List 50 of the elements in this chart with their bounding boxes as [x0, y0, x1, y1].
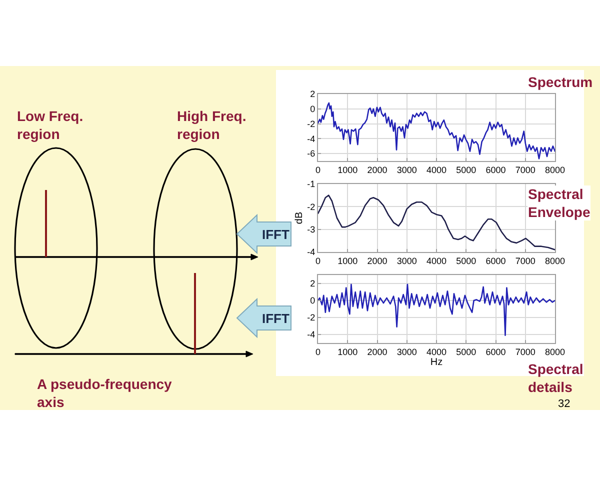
x-tick-label: 3000	[396, 256, 417, 266]
y-tick-label: -1	[307, 179, 316, 190]
y-axis-title: dB	[294, 212, 306, 224]
y-tick-label: -4	[307, 134, 316, 144]
text: IFFT	[262, 311, 290, 326]
x-tick-label: 1000	[338, 346, 358, 357]
x-tick-label: 6000	[486, 256, 506, 266]
y-tick-label: 2	[310, 278, 316, 289]
x-tick-label: 8000	[544, 256, 566, 266]
text: IFFT	[262, 227, 290, 242]
x-tick-label: 2000	[367, 346, 388, 357]
text: Low Freq. region	[17, 108, 84, 142]
line-series	[318, 284, 555, 336]
text: Spectral Envelope	[528, 186, 590, 220]
x-tick-label: 5000	[456, 164, 476, 175]
y-tick-label: 2	[310, 89, 316, 100]
y-tick-label: -6	[307, 148, 316, 159]
text: 32	[558, 398, 570, 410]
x-tick-label: 4000	[426, 346, 447, 357]
x-tick-label: 3000	[396, 164, 417, 175]
x-tick-label: 8000	[544, 164, 566, 175]
x-tick-label: 1000	[338, 256, 358, 266]
x-tick-label: 5000	[456, 256, 476, 266]
x-tick-label: 6000	[486, 346, 506, 357]
y-tick-label: -3	[307, 224, 316, 234]
x-tick-label: 2000	[367, 256, 388, 266]
x-tick-label: 2000	[367, 164, 388, 175]
x-tick-label: 7000	[515, 346, 536, 357]
x-tick-label: 3000	[396, 346, 417, 357]
text: A pseudo-frequency axis	[37, 376, 172, 410]
y-tick-label: -2	[307, 202, 316, 212]
y-tick-label: -4	[307, 330, 316, 340]
y-tick-label: -4	[307, 247, 316, 258]
y-tick-label: 0	[310, 296, 316, 306]
x-axis-title: Hz	[430, 356, 443, 368]
text: High Freq. region	[177, 108, 246, 142]
x-tick-label: 5000	[456, 346, 476, 357]
x-tick-label: 1000	[338, 164, 358, 175]
y-tick-label: -2	[307, 118, 316, 129]
x-tick-label: 7000	[515, 256, 536, 266]
y-tick-label: 0	[310, 104, 316, 114]
x-tick-label: 4000	[426, 164, 447, 175]
text: Spectral details	[528, 361, 584, 396]
y-tick-label: -2	[307, 312, 316, 323]
chart-title: Spectrum	[528, 74, 593, 90]
x-tick-label: 4000	[426, 256, 447, 266]
x-tick-label: 7000	[515, 164, 536, 175]
x-tick-label: 6000	[486, 164, 506, 175]
x-tick-label: 8000	[544, 346, 566, 357]
line-series	[318, 102, 555, 160]
